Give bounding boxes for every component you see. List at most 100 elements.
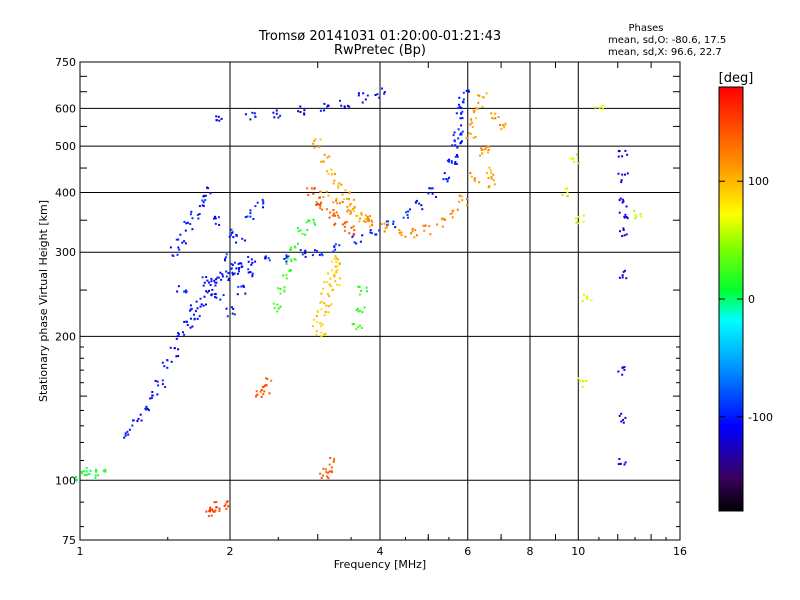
y-tick-label: 500	[55, 140, 76, 153]
data-point	[161, 379, 164, 382]
data-point	[161, 361, 164, 364]
data-point	[451, 209, 454, 212]
data-point	[102, 469, 105, 472]
data-point	[618, 199, 621, 202]
data-point	[255, 394, 258, 397]
data-point	[460, 107, 463, 110]
data-point	[380, 223, 383, 226]
data-point	[421, 208, 424, 211]
data-point	[226, 500, 229, 503]
data-point	[456, 154, 458, 156]
data-point	[266, 377, 269, 380]
data-point	[328, 463, 331, 466]
data-point	[333, 214, 336, 217]
y-tick-label: 75	[62, 534, 76, 547]
data-point	[486, 145, 489, 148]
data-point	[254, 205, 257, 208]
data-point	[461, 117, 464, 120]
data-point	[361, 311, 364, 314]
data-point	[320, 477, 323, 479]
data-point	[307, 194, 310, 197]
data-point	[461, 130, 464, 133]
data-point	[369, 229, 372, 231]
series-8	[465, 92, 507, 189]
data-point	[459, 141, 462, 144]
data-point	[414, 229, 417, 232]
data-point	[265, 384, 268, 387]
data-point	[351, 323, 354, 326]
data-point	[322, 160, 325, 163]
data-point	[335, 199, 338, 202]
data-point	[185, 289, 187, 292]
data-point	[357, 285, 360, 288]
y-tick-label: 750	[55, 56, 76, 69]
data-point	[325, 304, 328, 307]
data-point	[283, 289, 286, 292]
data-point	[229, 234, 232, 237]
data-point	[157, 384, 160, 387]
data-point	[430, 187, 432, 190]
data-point	[376, 93, 379, 96]
data-point	[178, 333, 180, 336]
data-point	[185, 320, 188, 323]
data-point	[454, 155, 457, 158]
data-point	[364, 218, 367, 221]
data-point	[205, 510, 208, 513]
data-point	[621, 274, 624, 277]
data-point	[190, 317, 192, 320]
data-point	[213, 501, 216, 504]
data-point	[619, 197, 622, 200]
data-point	[215, 281, 218, 284]
data-point	[323, 109, 326, 112]
data-point	[355, 242, 358, 245]
data-point	[215, 278, 218, 281]
series-6	[312, 138, 374, 228]
data-point	[182, 331, 184, 334]
data-point	[581, 385, 584, 388]
data-point	[256, 201, 259, 204]
data-point	[352, 225, 355, 228]
data-point	[104, 468, 107, 471]
data-point	[341, 201, 344, 203]
data-point	[452, 134, 455, 137]
data-point	[193, 318, 196, 321]
data-point	[332, 212, 335, 215]
data-point	[224, 256, 227, 259]
data-point	[318, 253, 321, 256]
data-point	[212, 510, 215, 513]
data-point	[249, 118, 252, 121]
data-point	[306, 228, 309, 231]
data-point	[326, 170, 328, 173]
data-point	[314, 138, 317, 141]
data-point	[228, 277, 230, 280]
data-point	[618, 414, 621, 417]
data-point	[402, 216, 405, 219]
data-point	[171, 254, 174, 257]
data-point	[487, 149, 490, 152]
data-point	[209, 192, 212, 195]
data-point	[334, 255, 337, 258]
data-point	[249, 209, 252, 212]
data-point	[485, 172, 488, 175]
data-point	[87, 473, 90, 476]
data-point	[340, 104, 343, 107]
data-point	[383, 230, 386, 233]
data-point	[203, 281, 206, 284]
data-point	[319, 190, 322, 193]
data-point	[255, 390, 258, 393]
x-tick-label: 16	[673, 545, 687, 558]
data-point	[621, 201, 624, 204]
data-point	[187, 221, 189, 224]
data-point	[581, 380, 584, 383]
data-point	[198, 205, 201, 208]
data-point	[571, 157, 574, 160]
data-point	[583, 293, 586, 296]
data-point	[456, 146, 459, 149]
data-point	[357, 94, 360, 97]
data-point	[80, 470, 83, 473]
data-point	[94, 474, 97, 477]
data-point	[577, 162, 580, 165]
data-point	[202, 201, 205, 204]
data-point	[275, 112, 278, 115]
data-point	[215, 115, 218, 118]
